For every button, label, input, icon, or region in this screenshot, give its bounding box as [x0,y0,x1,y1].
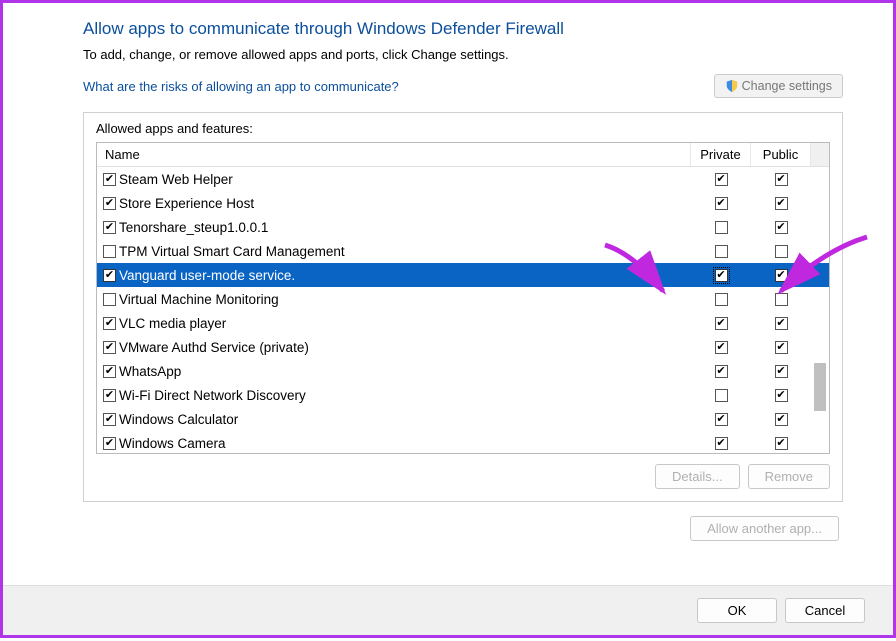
app-name: Steam Web Helper [119,172,233,187]
table-header: Name Private Public [97,143,829,167]
change-settings-label: Change settings [742,79,832,93]
col-private[interactable]: Private [691,143,751,166]
checkbox[interactable]: ✔ [715,365,728,378]
checkbox[interactable]: ✔ [715,197,728,210]
checkbox[interactable]: ✔ [103,317,116,330]
col-public[interactable]: Public [751,143,811,166]
checkbox[interactable]: ✔ [715,173,728,186]
shield-icon [725,79,739,93]
checkbox[interactable]: ✔ [103,269,116,282]
table-row[interactable]: ✔Windows Calculator✔✔ [97,407,829,431]
checkbox[interactable]: ✔ [775,365,788,378]
checkbox[interactable]: ✔ [715,317,728,330]
table-row[interactable]: ✔Steam Web Helper✔✔ [97,167,829,191]
checkbox[interactable] [715,389,728,402]
app-name: Windows Calculator [119,412,238,427]
checkbox[interactable]: ✔ [775,389,788,402]
checkbox[interactable]: ✔ [103,365,116,378]
checkbox[interactable]: ✔ [715,413,728,426]
checkbox[interactable]: ✔ [775,173,788,186]
checkbox[interactable] [103,245,116,258]
checkbox[interactable] [715,293,728,306]
table-row[interactable]: ✔VLC media player✔✔ [97,311,829,335]
table-row[interactable]: ✔Windows Camera✔✔ [97,431,829,453]
change-settings-button[interactable]: Change settings [714,74,843,98]
scrollbar-track-header [811,143,829,166]
checkbox[interactable]: ✔ [775,437,788,450]
page-subtitle: To add, change, or remove allowed apps a… [83,47,843,62]
checkbox[interactable] [775,293,788,306]
checkbox[interactable]: ✔ [715,341,728,354]
checkbox[interactable] [715,245,728,258]
app-name: Windows Camera [119,436,226,451]
allowed-apps-group: Allowed apps and features: Name Private … [83,112,843,502]
ok-button[interactable]: OK [697,598,777,623]
app-name: Store Experience Host [119,196,254,211]
table-row[interactable]: TPM Virtual Smart Card Management [97,239,829,263]
dialog-button-bar: OK Cancel [3,585,893,635]
app-name: Tenorshare_steup1.0.0.1 [119,220,268,235]
risks-link[interactable]: What are the risks of allowing an app to… [83,79,399,94]
table-row[interactable]: ✔Wi-Fi Direct Network Discovery✔ [97,383,829,407]
checkbox[interactable]: ✔ [775,197,788,210]
col-name[interactable]: Name [97,143,691,166]
checkbox[interactable]: ✔ [103,341,116,354]
group-label: Allowed apps and features: [96,121,830,136]
checkbox[interactable]: ✔ [775,269,788,282]
checkbox[interactable]: ✔ [715,437,728,450]
checkbox[interactable]: ✔ [715,269,728,282]
checkbox[interactable]: ✔ [103,389,116,402]
checkbox[interactable]: ✔ [775,413,788,426]
app-name: WhatsApp [119,364,181,379]
table-row[interactable]: ✔VMware Authd Service (private)✔✔ [97,335,829,359]
app-name: Wi-Fi Direct Network Discovery [119,388,306,403]
checkbox[interactable] [775,245,788,258]
checkbox[interactable]: ✔ [103,413,116,426]
checkbox[interactable]: ✔ [103,197,116,210]
checkbox[interactable]: ✔ [103,173,116,186]
table-row[interactable]: ✔Tenorshare_steup1.0.0.1✔ [97,215,829,239]
remove-button[interactable]: Remove [748,464,830,489]
checkbox[interactable] [103,293,116,306]
apps-table: Name Private Public ✔Steam Web Helper✔✔✔… [96,142,830,454]
checkbox[interactable]: ✔ [103,437,116,450]
table-row[interactable]: ✔WhatsApp✔✔ [97,359,829,383]
app-name: Virtual Machine Monitoring [119,292,279,307]
table-row[interactable]: ✔Vanguard user-mode service.✔✔ [97,263,829,287]
table-row[interactable]: Virtual Machine Monitoring [97,287,829,311]
table-body: ✔ Steam Web Helper ✔ ✔ ✔ Store Experience Hos… [97,167,829,453]
app-name: Vanguard user-mode service. [119,268,295,283]
checkbox[interactable]: ✔ [103,221,116,234]
scrollbar-thumb[interactable] [814,363,826,411]
app-name: TPM Virtual Smart Card Management [119,244,345,259]
details-button[interactable]: Details... [655,464,740,489]
checkbox[interactable] [715,221,728,234]
checkbox[interactable]: ✔ [775,341,788,354]
app-name: VLC media player [119,316,226,331]
table-row[interactable]: ✔Store Experience Host✔✔ [97,191,829,215]
page-title: Allow apps to communicate through Window… [83,19,843,39]
checkbox[interactable]: ✔ [775,221,788,234]
cancel-button[interactable]: Cancel [785,598,865,623]
checkbox[interactable]: ✔ [775,317,788,330]
allow-another-app-button[interactable]: Allow another app... [690,516,839,541]
app-name: VMware Authd Service (private) [119,340,309,355]
